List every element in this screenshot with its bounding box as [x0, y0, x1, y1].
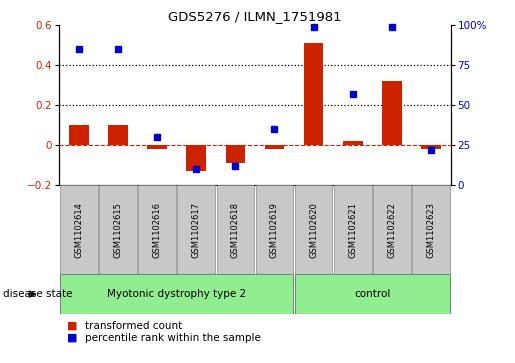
Bar — [108, 125, 128, 145]
Text: GSM1102617: GSM1102617 — [192, 201, 201, 258]
Bar — [217, 185, 254, 274]
Text: GSM1102616: GSM1102616 — [152, 201, 162, 258]
Title: GDS5276 / ILMN_1751981: GDS5276 / ILMN_1751981 — [168, 10, 342, 23]
Text: disease state: disease state — [3, 289, 72, 299]
Bar — [421, 145, 441, 149]
Text: GSM1102615: GSM1102615 — [113, 202, 123, 257]
Bar — [256, 185, 293, 274]
Bar — [265, 145, 284, 149]
Text: GSM1102618: GSM1102618 — [231, 201, 240, 258]
Bar — [99, 185, 136, 274]
Bar — [147, 145, 167, 149]
Bar — [178, 185, 215, 274]
Text: Myotonic dystrophy type 2: Myotonic dystrophy type 2 — [107, 289, 246, 299]
Text: ■: ■ — [67, 321, 77, 331]
Bar — [60, 185, 97, 274]
Bar — [382, 81, 402, 145]
Bar — [60, 274, 293, 314]
Bar — [334, 185, 371, 274]
Bar — [295, 185, 332, 274]
Text: ■: ■ — [67, 333, 77, 343]
Bar — [343, 141, 363, 145]
Text: transformed count: transformed count — [85, 321, 182, 331]
Text: GSM1102622: GSM1102622 — [387, 202, 397, 257]
Bar — [69, 125, 89, 145]
Bar — [139, 185, 176, 274]
Text: GSM1102621: GSM1102621 — [348, 202, 357, 257]
Bar — [226, 145, 245, 163]
Text: GSM1102614: GSM1102614 — [74, 202, 83, 257]
Bar — [186, 145, 206, 171]
Bar — [413, 185, 450, 274]
Text: percentile rank within the sample: percentile rank within the sample — [85, 333, 261, 343]
Bar — [304, 43, 323, 145]
Text: GSM1102619: GSM1102619 — [270, 202, 279, 257]
Bar — [373, 185, 410, 274]
Text: control: control — [354, 289, 390, 299]
Bar — [295, 274, 450, 314]
Text: GSM1102620: GSM1102620 — [309, 202, 318, 257]
Text: GSM1102623: GSM1102623 — [426, 201, 436, 258]
